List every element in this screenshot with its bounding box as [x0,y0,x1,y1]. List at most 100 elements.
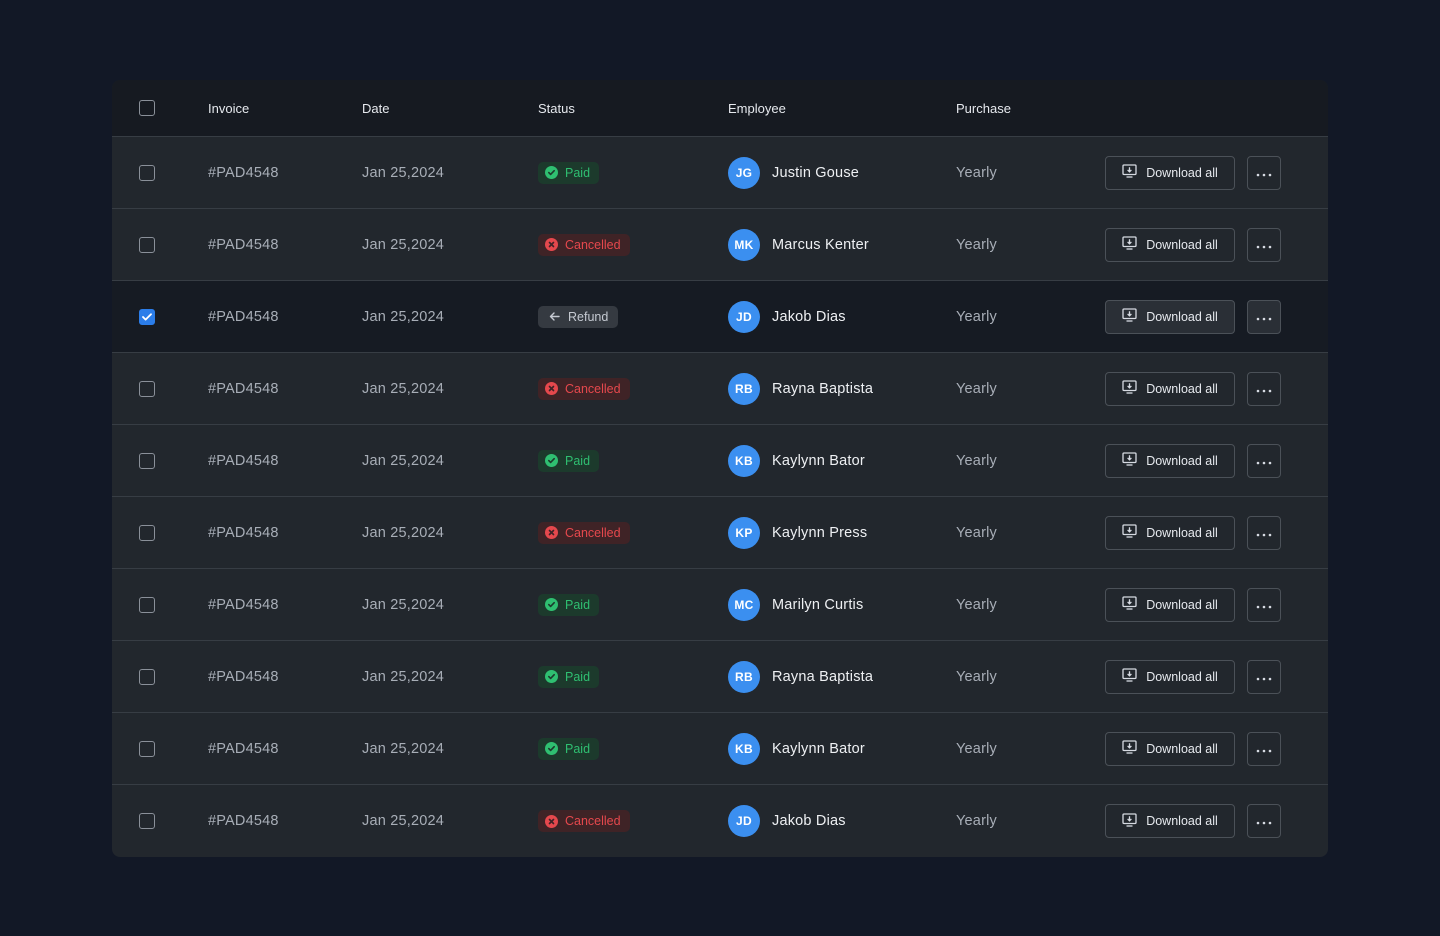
status-label: Paid [565,165,591,180]
invoice-date: Jan 25,2024 [362,813,445,829]
check-circle-icon [545,598,558,611]
employee-name: Jakob Dias [772,308,846,325]
status-label: Refund [568,309,609,324]
download-all-button[interactable]: Download all [1105,515,1235,550]
invoice-id: #PAD4548 [208,164,279,181]
row-checkbox[interactable] [139,740,155,757]
more-options-button[interactable] [1247,587,1281,622]
download-all-label: Download all [1146,309,1218,324]
purchase-type: Yearly [956,524,997,541]
row-checkbox[interactable] [139,452,155,469]
download-all-button[interactable]: Download all [1105,155,1235,190]
download-all-button[interactable]: Download all [1105,731,1235,766]
status-badge: Paid [538,449,600,472]
more-options-button[interactable] [1247,731,1281,766]
download-all-label: Download all [1146,165,1218,180]
invoice-id: #PAD4548 [208,236,279,253]
invoice-id: #PAD4548 [208,596,279,613]
employee-name: Marilyn Curtis [772,596,864,613]
invoice-date: Jan 25,2024 [362,668,445,685]
status-label: Cancelled [565,381,621,396]
more-horizontal-icon [1256,812,1272,830]
download-all-button[interactable]: Download all [1105,804,1235,838]
status-badge: Refund [538,305,619,328]
row-checkbox[interactable] [139,596,155,613]
more-options-button[interactable] [1247,155,1281,190]
download-all-label: Download all [1146,381,1218,396]
row-checkbox[interactable] [139,308,155,325]
more-horizontal-icon [1256,308,1272,326]
table-header: Invoice Date Status Employee Purchase [112,80,1328,137]
avatar: KP [728,516,760,549]
row-checkbox[interactable] [139,236,155,253]
table-row: #PAD4548 Jan 25,2024 Paid MC Marilyn Cur… [112,569,1328,641]
more-options-button[interactable] [1247,227,1281,262]
status-badge: Paid [538,593,600,616]
employee-name: Marcus Kenter [772,236,869,253]
purchase-type: Yearly [956,236,997,253]
more-horizontal-icon [1256,164,1272,182]
invoice-id: #PAD4548 [208,452,279,469]
x-circle-icon [545,814,558,828]
status-badge: Cancelled [538,810,630,832]
table-row: #PAD4548 Jan 25,2024 Paid KB Kaylynn Bat… [112,713,1328,785]
download-icon [1122,452,1137,469]
table-row: #PAD4548 Jan 25,2024 Cancelled KP Kaylyn… [112,497,1328,569]
more-options-button[interactable] [1247,371,1281,406]
download-icon [1122,812,1137,830]
purchase-type: Yearly [956,164,997,181]
check-circle-icon [545,166,558,179]
row-checkbox[interactable] [139,813,155,829]
employee-name: Kaylynn Bator [772,452,865,469]
avatar: RB [728,660,760,693]
header-date: Date [362,100,390,116]
invoice-id: #PAD4548 [208,524,279,541]
select-all-checkbox[interactable] [139,100,155,116]
download-all-button[interactable]: Download all [1105,443,1235,478]
invoice-id: #PAD4548 [208,668,279,685]
check-circle-icon [545,670,558,683]
more-options-button[interactable] [1247,659,1281,694]
download-icon [1122,380,1137,397]
header-purchase: Purchase [956,100,1011,116]
invoice-date: Jan 25,2024 [362,380,445,397]
avatar: JD [728,805,760,837]
more-horizontal-icon [1256,452,1272,470]
more-options-button[interactable] [1247,443,1281,478]
avatar: MC [728,588,760,621]
purchase-type: Yearly [956,668,997,685]
row-checkbox[interactable] [139,380,155,397]
x-circle-icon [545,238,558,251]
header-invoice: Invoice [208,100,250,116]
more-horizontal-icon [1256,524,1272,542]
download-all-button[interactable]: Download all [1105,371,1235,406]
more-horizontal-icon [1256,668,1272,686]
status-label: Paid [565,741,591,756]
row-checkbox[interactable] [139,524,155,541]
status-badge: Cancelled [538,233,630,256]
invoice-id: #PAD4548 [208,308,279,325]
purchase-type: Yearly [956,596,997,613]
more-options-button[interactable] [1247,299,1281,334]
status-badge: Paid [538,665,600,688]
download-all-label: Download all [1146,525,1218,540]
row-checkbox[interactable] [139,668,155,685]
avatar: KB [728,444,760,477]
table-row: #PAD4548 Jan 25,2024 Cancelled JD Jakob … [112,785,1328,857]
more-options-button[interactable] [1247,804,1281,838]
download-icon [1122,524,1137,541]
table-row: #PAD4548 Jan 25,2024 Refund JD Jakob Dia… [112,281,1328,353]
status-badge: Cancelled [538,377,630,400]
employee-name: Rayna Baptista [772,380,874,397]
status-label: Cancelled [565,525,621,540]
employee-name: Jakob Dias [772,813,846,829]
download-all-label: Download all [1146,741,1218,756]
download-all-button[interactable]: Download all [1105,299,1235,334]
more-options-button[interactable] [1247,515,1281,550]
x-circle-icon [545,382,558,395]
row-checkbox[interactable] [139,164,155,181]
invoice-date: Jan 25,2024 [362,596,445,613]
download-all-button[interactable]: Download all [1105,587,1235,622]
download-all-button[interactable]: Download all [1105,659,1235,694]
download-all-button[interactable]: Download all [1105,227,1235,262]
